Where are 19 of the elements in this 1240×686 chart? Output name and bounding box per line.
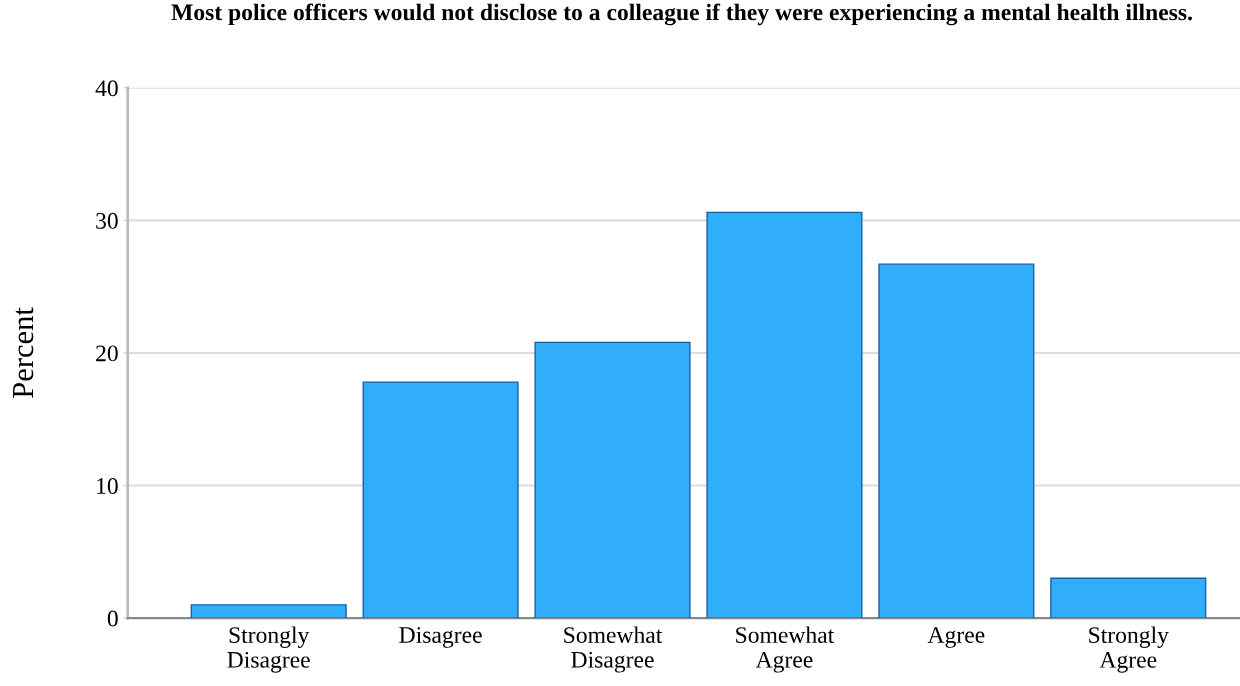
x-tick-label: Somewhat Disagree [564, 626, 663, 673]
bar [190, 604, 347, 619]
bar [534, 341, 691, 619]
x-tick-label: Somewhat Agree [736, 626, 835, 673]
bar [878, 263, 1035, 619]
x-tick-label: Strongly Disagree [227, 626, 310, 673]
y-tick-label: 30 [96, 212, 118, 229]
x-tick-label: Agree [927, 627, 985, 648]
x-tick-label: Disagree [399, 627, 482, 648]
x-tick-label: Strongly Agree [1089, 626, 1169, 673]
y-tick-label: 20 [96, 345, 118, 362]
bar [706, 211, 863, 619]
bar [362, 381, 519, 619]
y-tick-label: 0 [107, 610, 118, 627]
y-tick-label: 40 [95, 80, 118, 97]
y-axis-title: Percent [13, 307, 34, 398]
chart-title: Most police officers would not disclose to a colleague if they were experiencing a mental health illness. [171, 3, 1192, 26]
bar [1050, 577, 1207, 619]
y-tick-label: 10 [97, 478, 118, 494]
